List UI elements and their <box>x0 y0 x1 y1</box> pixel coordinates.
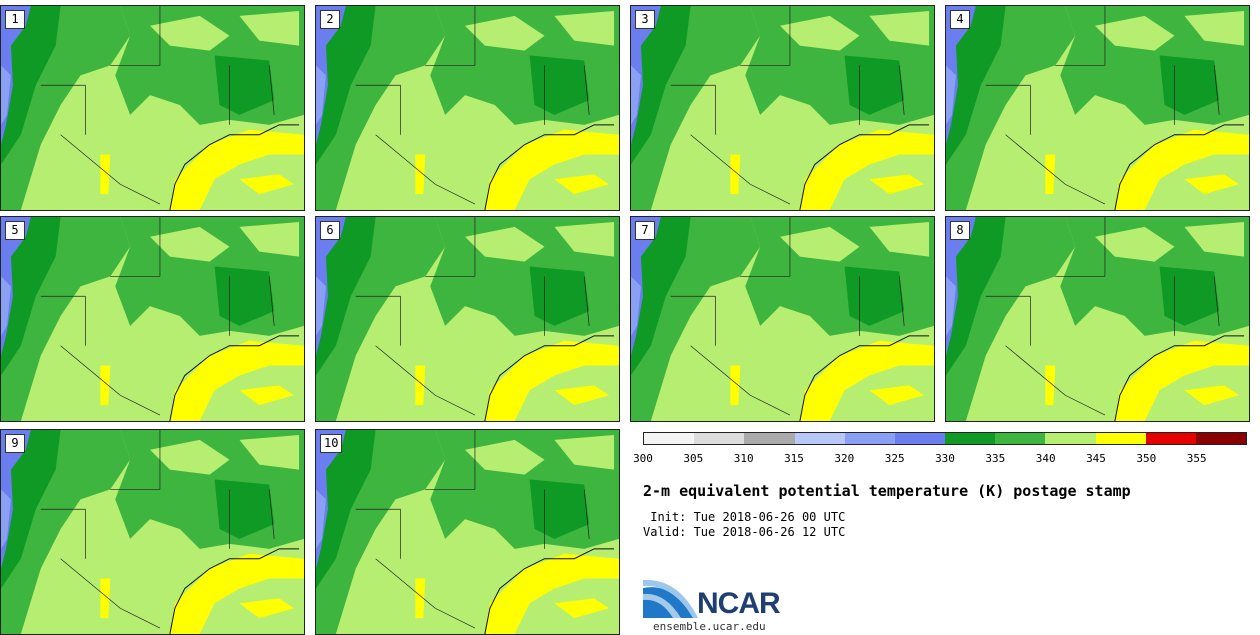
map-panel-image <box>946 6 1249 210</box>
member-label: 3 <box>635 10 655 29</box>
member-label: 4 <box>950 10 970 29</box>
colorbar-segment <box>794 433 845 444</box>
colorbar-tick: 345 <box>1086 452 1106 465</box>
colorbar-segment <box>945 433 996 444</box>
colorbar-tick: 350 <box>1136 452 1157 465</box>
map-panel-image <box>1 217 304 421</box>
map-panel-6: 6 <box>315 216 620 422</box>
ncar-logo-text: NCAR <box>697 587 781 620</box>
map-panel-1: 1 <box>0 5 305 211</box>
map-panel-9: 9 <box>0 429 305 635</box>
map-panel-2: 2 <box>315 5 620 211</box>
map-panel-image <box>316 217 619 421</box>
colorbar-segment <box>694 433 745 444</box>
map-panel-3: 3 <box>630 5 935 211</box>
colorbar-tick: 305 <box>683 452 704 465</box>
member-label: 8 <box>950 221 970 240</box>
member-label: 10 <box>320 434 343 453</box>
colorbar-segment <box>1095 433 1146 444</box>
colorbar-tick: 315 <box>784 452 804 465</box>
map-panel-4: 4 <box>945 5 1250 211</box>
colorbar-tick: 310 <box>733 452 754 465</box>
valid-time: Valid: Tue 2018-06-26 12 UTC <box>643 525 846 539</box>
colorbar-tick: 335 <box>985 452 1006 465</box>
member-label: 6 <box>320 221 340 240</box>
member-label: 5 <box>5 221 25 240</box>
colorbar-segment <box>1195 433 1247 444</box>
colorbar-tick: 340 <box>1035 452 1056 465</box>
map-panel-image <box>631 6 934 210</box>
map-panel-7: 7 <box>630 216 935 422</box>
ncar-logo-icon <box>643 579 698 618</box>
colorbar-tick: 355 <box>1186 452 1207 465</box>
colorbar-tick: 300 <box>633 452 653 465</box>
map-panel-5: 5 <box>0 216 305 422</box>
init-time: Init: Tue 2018-06-26 00 UTC <box>643 510 846 524</box>
map-panel-8: 8 <box>945 216 1250 422</box>
colorbar-tick: 330 <box>935 452 955 465</box>
map-panel-image <box>631 217 934 421</box>
map-panel-image <box>1 6 304 210</box>
member-label: 7 <box>635 221 655 240</box>
colorbar-tick: 325 <box>884 452 905 465</box>
colorbar-segment <box>844 433 895 444</box>
colorbar-segment <box>1045 433 1096 444</box>
colorbar-segment <box>894 433 946 444</box>
map-panel-image <box>946 217 1249 421</box>
colorbar-segment <box>744 433 795 444</box>
colorbar-segment <box>644 433 695 444</box>
map-panel-image <box>1 430 304 634</box>
member-label: 1 <box>5 10 25 29</box>
map-panel-10: 10 <box>315 429 620 635</box>
colorbar-segment <box>995 433 1046 444</box>
member-label: 2 <box>320 10 340 29</box>
colorbar-tick: 320 <box>834 452 855 465</box>
site-url: ensemble.ucar.edu <box>653 620 766 633</box>
map-panel-image <box>316 6 619 210</box>
map-panel-image <box>316 430 619 634</box>
colorbar-segment <box>1145 433 1196 444</box>
member-label: 9 <box>5 434 25 453</box>
plot-title: 2-m equivalent potential temperature (K)… <box>643 482 1131 500</box>
colorbar <box>643 432 1247 445</box>
